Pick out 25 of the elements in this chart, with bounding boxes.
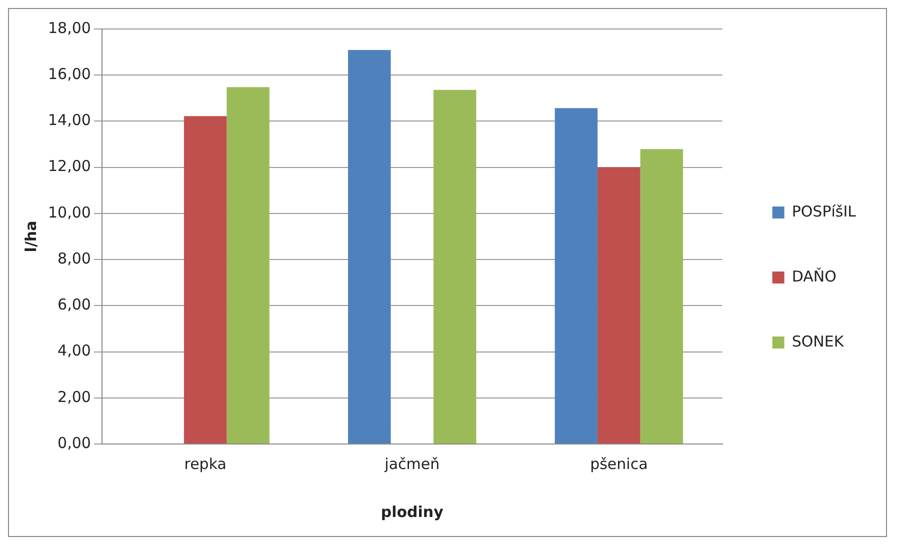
bar <box>598 167 640 444</box>
y-tick-label: 0,00 <box>58 434 91 452</box>
y-tick-label: 2,00 <box>58 388 91 406</box>
y-tick-label: 16,00 <box>48 65 91 83</box>
y-tick-label: 6,00 <box>58 296 91 314</box>
bar <box>640 149 684 444</box>
y-axis-title: l/ha <box>22 220 40 252</box>
y-tick-label: 8,00 <box>58 249 91 268</box>
y-tick-label: 12,00 <box>48 157 91 176</box>
bar <box>226 87 270 444</box>
x-tick-label: repka <box>184 454 226 473</box>
bar <box>348 50 391 444</box>
legend-label: SONEK <box>792 332 845 350</box>
x-tick-label: pšenica <box>590 454 648 473</box>
y-tick-label: 18,00 <box>48 18 91 37</box>
bar <box>434 90 476 444</box>
legend-label: POSPíšIL <box>792 202 857 220</box>
x-axis-title: plodiny <box>380 502 444 521</box>
bar <box>554 108 598 444</box>
y-tick-label: 14,00 <box>48 111 91 130</box>
bar <box>184 116 227 444</box>
y-tick-label: 10,00 <box>48 203 91 222</box>
x-tick-label: jačmeň <box>384 454 440 473</box>
legend-label: DAŇO <box>792 267 836 286</box>
y-tick-label: 4,00 <box>58 342 91 360</box>
